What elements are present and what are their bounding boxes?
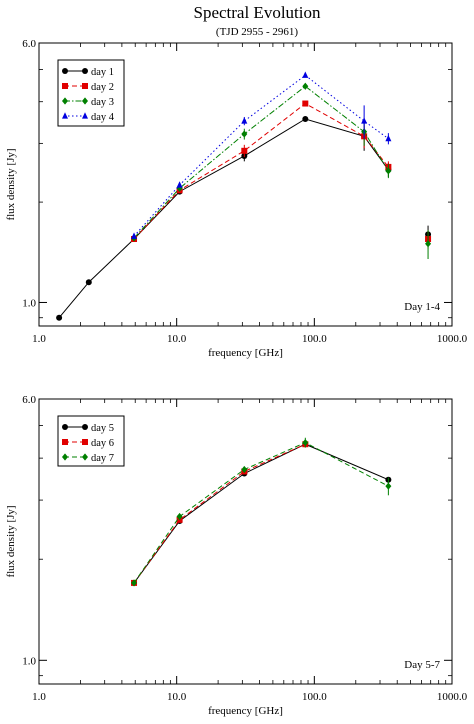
data-point xyxy=(425,240,432,248)
x-tick-label: 1.0 xyxy=(32,691,46,703)
legend-label: day 6 xyxy=(91,438,114,449)
x-tick-label: 100.0 xyxy=(302,333,327,345)
panel-label: Day 1-4 xyxy=(404,301,440,313)
data-point xyxy=(302,100,309,107)
x-tick-label: 10.0 xyxy=(167,333,187,345)
data-point xyxy=(302,438,309,447)
data-point xyxy=(302,115,309,122)
figure-subtitle: (TJD 2955 - 2961) xyxy=(216,26,299,38)
data-point xyxy=(131,579,138,587)
data-point xyxy=(302,71,309,78)
legend-marker xyxy=(62,424,68,430)
data-point xyxy=(385,167,392,175)
data-point xyxy=(241,130,248,138)
y-tick-label: 1.0 xyxy=(22,297,36,309)
x-axis-label: frequency [GHz] xyxy=(208,705,283,717)
y-tick-label: 1.0 xyxy=(22,655,36,667)
data-point xyxy=(302,82,309,90)
legend-label: day 5 xyxy=(91,423,114,434)
data-point xyxy=(385,134,392,142)
series-day-5 xyxy=(131,441,392,586)
data-point xyxy=(176,181,183,188)
legend-marker xyxy=(62,83,68,89)
series-line xyxy=(58,118,389,319)
x-tick-label: 10.0 xyxy=(167,691,187,703)
series-day-6 xyxy=(131,441,309,586)
legend-label: day 7 xyxy=(91,453,114,464)
x-tick-label: 1000.0 xyxy=(437,333,468,345)
series-day-1 xyxy=(56,115,432,321)
legend-box xyxy=(57,415,125,467)
legend-marker xyxy=(82,68,88,74)
data-point xyxy=(241,117,248,124)
legend-marker xyxy=(82,112,88,119)
legend-marker xyxy=(82,453,88,461)
series-line xyxy=(133,85,389,239)
legend: day 1 day 2 day 3 day 4 xyxy=(57,59,125,127)
series-day-2 xyxy=(131,100,432,249)
data-point xyxy=(241,465,248,474)
figure-title: Spectral Evolution xyxy=(193,3,321,22)
data-point xyxy=(56,314,63,321)
plot-frame xyxy=(38,398,453,685)
panel-label: Day 5-7 xyxy=(404,659,440,671)
y-tick-label: 6.0 xyxy=(22,38,36,50)
legend-label: day 4 xyxy=(91,112,115,123)
series-day-3 xyxy=(131,82,432,260)
data-point xyxy=(361,117,368,124)
legend-marker xyxy=(62,112,68,119)
legend-marker xyxy=(82,439,88,445)
legend-marker xyxy=(62,453,68,461)
data-point xyxy=(131,232,138,239)
series-day-7 xyxy=(131,437,392,587)
series-line xyxy=(133,443,306,584)
legend-label: day 3 xyxy=(91,97,114,108)
data-point xyxy=(176,512,183,521)
y-axis-label: flux density [Jy] xyxy=(5,505,17,577)
chart-panel-1: 1.0 10.0 100.0 1000.0 1.0 6.0 frequency [GHz] f… xyxy=(5,38,468,359)
legend: day 5 day 6 day 7 xyxy=(57,415,125,467)
legend-marker xyxy=(62,97,68,105)
x-tick-label: 1.0 xyxy=(32,333,46,345)
legend-marker xyxy=(62,439,68,445)
series-line xyxy=(133,74,389,237)
series-line xyxy=(133,102,389,240)
series-line xyxy=(133,443,389,584)
legend-marker xyxy=(82,97,88,105)
data-point xyxy=(385,482,392,490)
chart-panel-2: 1.0 10.0 100.0 1000.0 1.0 6.0 frequency [GHz] f… xyxy=(5,394,468,717)
y-axis-label: flux density [Jy] xyxy=(5,148,17,220)
x-tick-label: 100.0 xyxy=(302,691,327,703)
data-point xyxy=(85,279,92,286)
x-axis-label: frequency [GHz] xyxy=(208,347,283,359)
legend-marker xyxy=(82,83,88,89)
legend-marker xyxy=(62,68,68,74)
series-day-4 xyxy=(131,71,392,239)
data-point xyxy=(241,147,248,154)
legend-marker xyxy=(82,424,88,430)
legend-label: day 2 xyxy=(91,82,114,93)
plot-frame xyxy=(38,42,453,327)
y-tick-label: 6.0 xyxy=(22,394,36,406)
legend-label: day 1 xyxy=(91,67,114,78)
x-tick-label: 1000.0 xyxy=(437,691,468,703)
